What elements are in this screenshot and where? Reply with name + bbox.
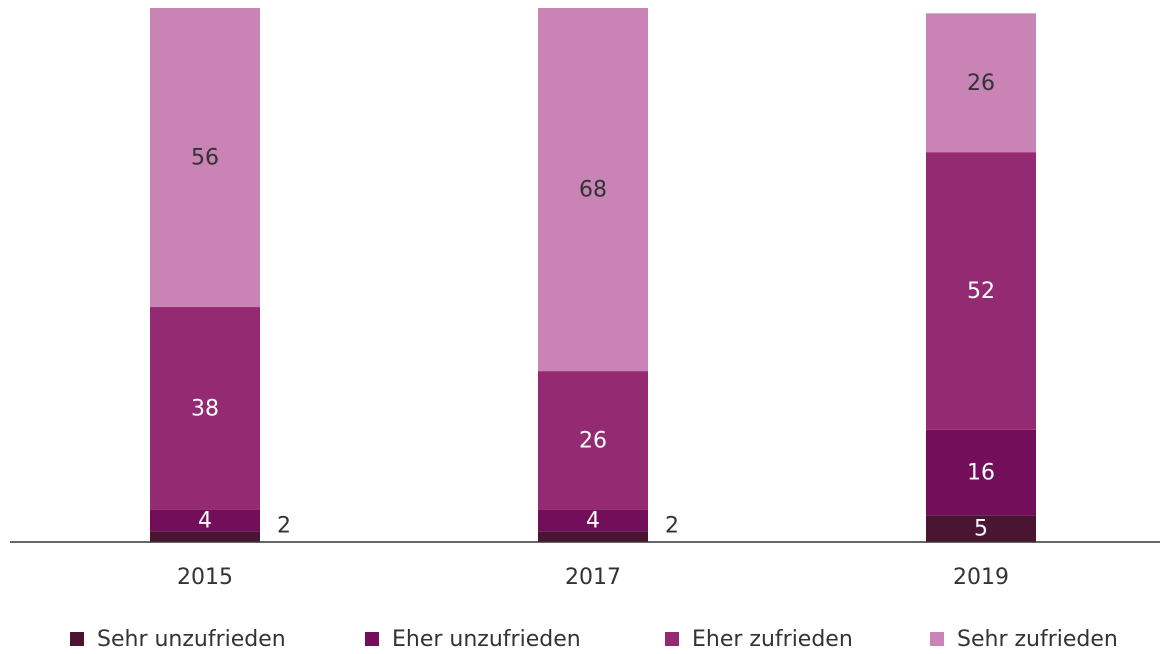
legend-swatch (365, 632, 379, 646)
value-label: 5 (974, 517, 988, 542)
legend-swatch (930, 632, 944, 646)
value-label: 2 (277, 514, 291, 539)
value-label: 68 (579, 178, 607, 203)
x-tick-label: 2017 (565, 565, 621, 590)
legend-label: Sehr unzufrieden (97, 627, 286, 652)
bar-segment (150, 8, 260, 308)
value-label: 52 (967, 279, 995, 304)
value-label: 2 (665, 514, 679, 539)
bar-segment (926, 152, 1036, 430)
x-tick-label: 2015 (177, 565, 233, 590)
legend-swatch (70, 632, 84, 646)
value-label: 26 (579, 429, 607, 454)
bar-segment (538, 8, 648, 372)
legend-label: Sehr zufrieden (957, 627, 1118, 652)
value-label: 4 (198, 509, 212, 534)
value-label: 26 (967, 71, 995, 96)
bar-segment (926, 515, 1036, 542)
value-label: 56 (191, 146, 219, 171)
legend-swatch (665, 632, 679, 646)
bar-segment (150, 307, 260, 510)
bar-segment (538, 531, 648, 542)
value-label: 38 (191, 397, 219, 422)
legend-label: Eher zufrieden (692, 627, 853, 652)
bar-segment (150, 509, 260, 532)
legend-label: Eher unzufrieden (392, 627, 581, 652)
bar-segment (538, 371, 648, 510)
value-label: 16 (967, 461, 995, 486)
bar-segment (538, 509, 648, 532)
bar-segment (926, 13, 1036, 153)
bar-segment (150, 531, 260, 542)
x-tick-label: 2019 (953, 565, 1009, 590)
value-label: 4 (586, 509, 600, 534)
bar-segment (926, 429, 1036, 516)
